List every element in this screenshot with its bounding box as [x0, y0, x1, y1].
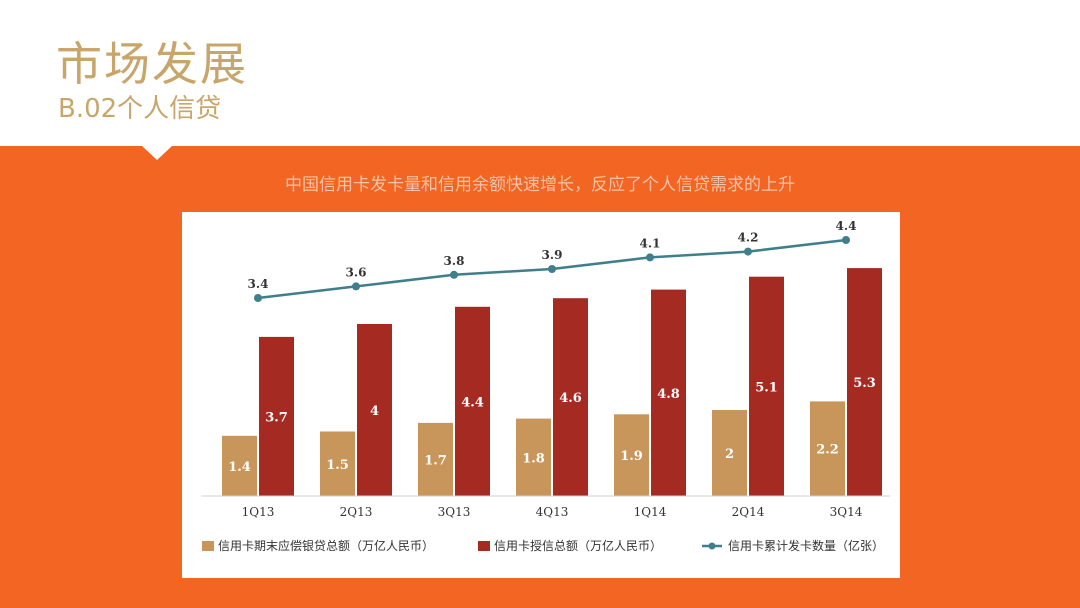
- label-red-3Q13: 4.4: [461, 395, 484, 410]
- bar-red-2Q14: [749, 276, 784, 496]
- bar-red-4Q13: [553, 298, 588, 496]
- tick-label-4Q13: 4Q13: [536, 505, 569, 519]
- header-notch: [0, 146, 260, 160]
- bar-gold-2Q13: [320, 431, 355, 496]
- label-red-4Q13: 4.6: [559, 391, 582, 406]
- bar-gold-1Q14: [614, 414, 649, 496]
- label-gold-2Q13: 1.5: [326, 458, 349, 473]
- legend-gold-text: 信用卡期末应偿银贷总额（万亿人民币）: [218, 538, 434, 553]
- line-label-3Q13: 3.8: [444, 254, 465, 268]
- legend-red-text: 信用卡授信总额（万亿人民币）: [494, 538, 662, 553]
- slide-header: 市场发展 B.02个人信贷: [0, 0, 1080, 146]
- bar-red-1Q13: [259, 336, 294, 496]
- bar-gold-3Q13: [418, 422, 453, 496]
- legend-red-swatch: [478, 541, 490, 551]
- label-gold-4Q13: 1.8: [522, 451, 545, 466]
- chart-panel: 3.4 3.6 3.8 3.9 4.1 4.2 4.4 1.4 3.7 1.5 4 1.7 4.4 1.…: [182, 212, 900, 578]
- label-gold-2Q14: 2: [725, 447, 734, 462]
- label-gold-3Q14: 2.2: [816, 443, 839, 458]
- bar-red-2Q13: [357, 324, 392, 496]
- label-red-1Q14: 4.8: [657, 387, 680, 402]
- line-point-4Q13: [548, 265, 556, 273]
- label-gold-3Q13: 1.7: [424, 453, 447, 468]
- label-gold-1Q13: 1.4: [228, 460, 251, 475]
- tick-label-1Q14: 1Q14: [634, 505, 667, 519]
- label-red-3Q14: 5.3: [853, 376, 876, 391]
- bar-red-1Q14: [651, 289, 686, 496]
- bar-gold-4Q13: [516, 418, 551, 496]
- label-red-1Q13: 3.7: [265, 410, 288, 425]
- bar-gold-1Q13: [222, 435, 257, 496]
- line-point-2Q13: [352, 282, 360, 291]
- label-gold-1Q14: 1.9: [620, 449, 643, 464]
- line-point-3Q13: [450, 270, 458, 279]
- legend-gold-swatch: [202, 541, 214, 551]
- line-label-4Q13: 3.9: [542, 248, 563, 262]
- line-label-2Q13: 3.6: [346, 265, 367, 279]
- slide-title: 市场发展: [56, 37, 248, 91]
- slide-subtitle: B.02个人信贷: [58, 94, 222, 124]
- tick-label-1Q13: 1Q13: [242, 505, 275, 519]
- bar-red-3Q13: [455, 306, 490, 496]
- line-label-1Q14: 4.1: [640, 236, 661, 250]
- line-label-3Q14: 4.4: [836, 219, 857, 233]
- tick-label-3Q14: 3Q14: [830, 505, 863, 519]
- legend-line-text: 信用卡累计发卡数量（亿张）: [728, 538, 884, 553]
- line-point-2Q14: [744, 247, 752, 256]
- legend-line-marker: [708, 542, 716, 550]
- label-red-2Q13: 4: [370, 404, 379, 419]
- tick-label-2Q14: 2Q14: [732, 505, 765, 519]
- slide-caption: 中国信用卡发卡量和信用余额快速增长，反应了个人信贷需求的上升: [285, 175, 795, 195]
- line-point-1Q14: [646, 253, 654, 262]
- bar-line-chart: 3.4 3.6 3.8 3.9 4.1 4.2 4.4 1.4 3.7 1.5 4 1.7 4.4 1.…: [202, 219, 890, 553]
- tick-label-3Q13: 3Q13: [438, 505, 471, 519]
- line-label-2Q14: 4.2: [738, 231, 759, 245]
- tick-label-2Q13: 2Q13: [340, 505, 373, 519]
- line-point-3Q14: [842, 236, 850, 244]
- line-point-1Q13: [254, 294, 262, 302]
- label-red-2Q14: 5.1: [755, 380, 778, 395]
- bar-gold-3Q14: [810, 401, 845, 496]
- line-label-1Q13: 3.4: [248, 277, 269, 291]
- bar-red-3Q14: [847, 268, 882, 496]
- bar-gold-2Q14: [712, 410, 747, 496]
